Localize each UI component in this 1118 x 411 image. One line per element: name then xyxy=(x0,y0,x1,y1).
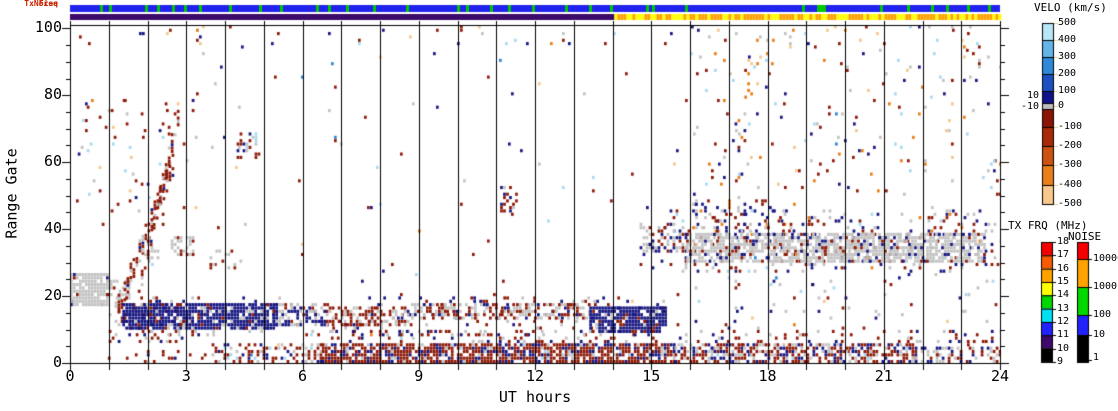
velo-tick-label: -100 xyxy=(1058,121,1083,132)
velo-tick-label: -400 xyxy=(1058,179,1083,190)
noise-tick-label: 10 xyxy=(1093,329,1106,340)
velo-left-label: 10 xyxy=(1026,90,1039,101)
txfreq-strip-label: Tx Freq xyxy=(24,0,58,8)
y-tick-label: 20 xyxy=(43,286,62,305)
noise-tick-label: 1 xyxy=(1093,352,1100,363)
velo-tick-label: 400 xyxy=(1058,34,1077,45)
x-tick-label: 3 xyxy=(181,367,191,385)
y-tick-label: 80 xyxy=(43,85,62,104)
velo-left-label: -10 xyxy=(1020,101,1039,112)
noise-colorbar-title: NOISE xyxy=(1068,230,1102,243)
x-tick-label: 21 xyxy=(874,367,893,385)
velo-tick-label: -500 xyxy=(1058,198,1083,209)
velo-tick-label: 300 xyxy=(1058,51,1077,62)
noise-tick-label: 100 xyxy=(1093,309,1112,320)
txfrq-tick-label: 13 xyxy=(1057,302,1070,314)
x-tick-label: 9 xyxy=(414,367,424,385)
txfrq-tick-label: 16 xyxy=(1057,262,1070,274)
txfrq-tick-label: 11 xyxy=(1057,329,1070,341)
velo-tick-label: 200 xyxy=(1058,68,1077,79)
velo-colorbar-title: VELO (km/s) xyxy=(1034,1,1107,14)
velo-tick-label: 0 xyxy=(1058,100,1065,111)
velo-tick-label: -200 xyxy=(1058,140,1083,151)
x-tick-label: 0 xyxy=(65,367,75,385)
x-tick-label: 12 xyxy=(525,367,545,385)
txfrq-tick-label: 18 xyxy=(1057,236,1070,247)
txfrq-tick-label: 14 xyxy=(1057,289,1070,301)
y-tick-label: 0 xyxy=(52,353,62,371)
txfrq-tick-label: 12 xyxy=(1057,315,1070,327)
velo-tick-label: -300 xyxy=(1058,159,1083,170)
velo-tick-label: 500 xyxy=(1058,17,1077,28)
txfrq-tick-label: 17 xyxy=(1057,249,1070,261)
x-axis-title: UT hours xyxy=(498,388,572,406)
y-tick-label: 100 xyxy=(34,18,62,37)
txfrq-colorbar-title: TX FRQ (MHz) xyxy=(1008,219,1088,232)
y-tick-label: 60 xyxy=(43,152,62,171)
noise-tick-label: 1000 xyxy=(1093,281,1118,292)
y-tick-label: 40 xyxy=(43,219,62,238)
x-tick-label: 6 xyxy=(297,367,308,385)
velo-tick-label: 100 xyxy=(1058,85,1077,96)
x-tick-label: 18 xyxy=(758,367,777,385)
txfrq-tick-label: 15 xyxy=(1057,275,1070,287)
noise-strip-label: Noise xyxy=(33,0,58,8)
txfrq-tick-label: 9 xyxy=(1057,355,1064,367)
x-tick-label: 24 xyxy=(990,367,1010,385)
x-tick-label: 15 xyxy=(642,367,661,385)
noise-tick-label: 10000 xyxy=(1093,253,1118,264)
txfrq-tick-label: 10 xyxy=(1057,342,1070,354)
